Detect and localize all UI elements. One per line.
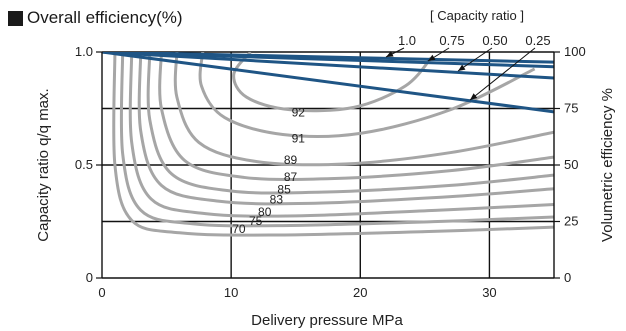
contour-label-91: 91 bbox=[292, 131, 306, 145]
chart-title-group: Overall efficiency(%) bbox=[8, 8, 183, 28]
capacity-ratio-label-0.25: 0.25 bbox=[525, 33, 550, 48]
x-tick-label: 30 bbox=[482, 285, 496, 300]
y-axis-label-left: Capacity ratio q/q max. bbox=[35, 88, 52, 241]
y-tick-label-left: 1.0 bbox=[75, 44, 93, 59]
efficiency-contour-83 bbox=[137, 52, 554, 206]
y-tick-label-left: 0.5 bbox=[75, 157, 93, 172]
chart-title: Overall efficiency(%) bbox=[27, 8, 183, 27]
tick-labels: 0 10 20 30 0 0.5 1.0 0 25 50 75 100 bbox=[75, 44, 586, 300]
efficiency-contours bbox=[112, 52, 554, 237]
capacity-ratio-label-0.75: 0.75 bbox=[439, 33, 464, 48]
efficiency-contour-89 bbox=[173, 52, 554, 167]
y-tick-label-right: 25 bbox=[564, 214, 578, 229]
legend-title: [ Capacity ratio ] bbox=[430, 8, 524, 23]
efficiency-contour-87 bbox=[158, 52, 554, 182]
efficiency-contour-91 bbox=[198, 52, 536, 138]
y-tick-label-right: 100 bbox=[564, 44, 586, 59]
capacity-ratio-arrowhead-0.75 bbox=[428, 54, 436, 61]
capacity-ratio-arrowhead-1.0 bbox=[386, 51, 394, 57]
y-tick-label-right: 0 bbox=[564, 270, 571, 285]
capacity-ratio-label-0.50: 0.50 bbox=[482, 33, 507, 48]
volumetric-efficiency-lines bbox=[102, 52, 554, 114]
contour-label-92: 92 bbox=[292, 105, 306, 119]
capacity-ratio-legend: [ Capacity ratio ] 1.0 0.75 0.50 0.25 bbox=[385, 8, 551, 101]
title-square-icon bbox=[8, 10, 23, 26]
x-tick-label: 20 bbox=[353, 285, 367, 300]
y-tick-label-left: 0 bbox=[86, 270, 93, 285]
y-axis-label-right: Volumetric efficiency % bbox=[599, 88, 616, 242]
efficiency-contour-85 bbox=[146, 52, 554, 195]
y-tick-label-right: 75 bbox=[564, 101, 578, 116]
efficiency-contour-75 bbox=[119, 52, 554, 228]
contour-label-80: 80 bbox=[258, 205, 272, 219]
x-tick-label: 0 bbox=[98, 285, 105, 300]
volumetric-line-0.25 bbox=[102, 52, 554, 114]
contour-label-83: 83 bbox=[270, 192, 284, 206]
efficiency-contour-70 bbox=[112, 52, 554, 237]
contour-label-75: 75 bbox=[249, 214, 263, 228]
x-tick-label: 10 bbox=[224, 285, 238, 300]
volumetric-line-0.75 bbox=[102, 52, 554, 69]
volumetric-line-0.50 bbox=[102, 52, 554, 80]
capacity-ratio-arrowhead-0.50 bbox=[458, 64, 466, 71]
efficiency-contour-80 bbox=[128, 52, 554, 218]
contour-label-87: 87 bbox=[284, 170, 298, 184]
capacity-ratio-pointer-0.25 bbox=[469, 47, 536, 101]
contour-label-70: 70 bbox=[232, 222, 246, 236]
capacity-ratio-arrowhead-0.25 bbox=[470, 93, 478, 100]
x-axis-label: Delivery pressure MPa bbox=[251, 312, 403, 329]
efficiency-contour-92 bbox=[232, 52, 433, 113]
y-tick-label-right: 50 bbox=[564, 157, 578, 172]
capacity-ratio-label-1.0: 1.0 bbox=[398, 33, 416, 48]
contour-label-89: 89 bbox=[284, 153, 298, 167]
contour-label-85: 85 bbox=[277, 182, 291, 196]
